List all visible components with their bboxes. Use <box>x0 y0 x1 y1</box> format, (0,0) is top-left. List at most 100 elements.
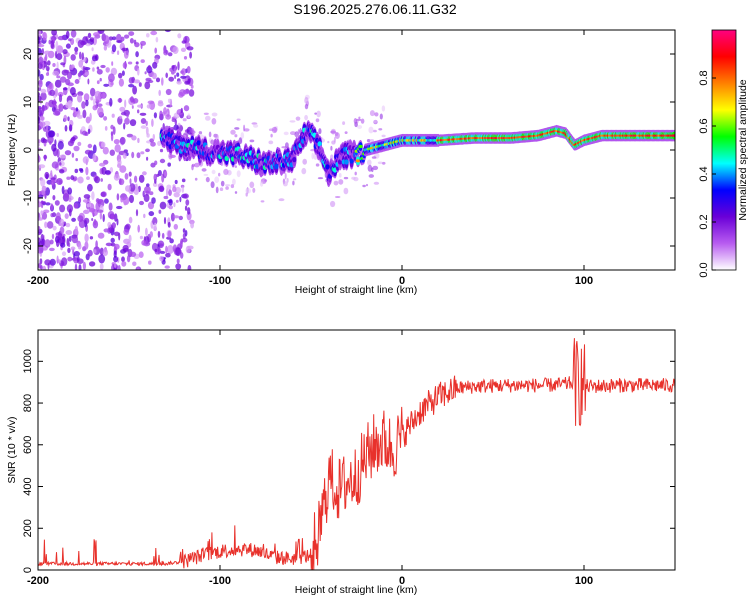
noise-blob <box>81 52 85 61</box>
noise-blob <box>56 178 63 185</box>
noise-blob <box>149 231 153 238</box>
noise-blob <box>304 114 308 121</box>
noise-blob <box>153 112 157 119</box>
noise-blob <box>289 120 296 123</box>
noise-blob <box>163 195 169 200</box>
colorbar-label: Normalized spectral amplitude <box>737 79 749 220</box>
noise-blob <box>230 184 235 189</box>
snr-y-tick-label: 600 <box>22 436 34 454</box>
noise-blob <box>59 204 66 213</box>
noise-blob <box>51 233 55 240</box>
noise-blob <box>122 62 128 69</box>
noise-blob <box>249 139 255 143</box>
noise-blob <box>47 130 55 138</box>
ridge-segment <box>349 158 354 164</box>
noise-blob <box>282 181 288 187</box>
noise-blob <box>381 105 386 112</box>
noise-blob <box>121 261 127 267</box>
noise-blob <box>57 140 64 150</box>
noise-blob <box>38 138 41 144</box>
noise-blob <box>220 180 225 187</box>
noise-blob <box>134 175 138 183</box>
noise-blob <box>95 202 100 212</box>
noise-blob <box>77 141 82 147</box>
noise-blob <box>145 126 149 136</box>
noise-blob <box>150 141 156 147</box>
noise-blob <box>38 47 42 56</box>
noise-blob <box>165 252 171 258</box>
noise-blob <box>59 154 67 159</box>
noise-blob <box>52 225 57 231</box>
noise-blob <box>245 192 248 197</box>
noise-blob <box>137 224 140 233</box>
noise-blob <box>159 250 166 254</box>
noise-blob <box>113 255 119 263</box>
noise-blob <box>152 61 158 69</box>
noise-blob <box>311 152 315 160</box>
noise-blob <box>316 110 321 118</box>
noise-blob <box>61 233 66 237</box>
noise-blob <box>89 37 95 42</box>
noise-blob <box>180 75 187 79</box>
noise-blob <box>154 160 158 166</box>
noise-blob <box>38 87 42 91</box>
noise-blob <box>105 170 111 175</box>
noise-blob <box>184 205 188 211</box>
noise-blob <box>166 184 172 190</box>
noise-blob <box>45 65 50 72</box>
noise-blob <box>67 82 74 87</box>
noise-blob <box>214 176 220 183</box>
snr-frame <box>37 329 676 571</box>
noise-blob <box>225 184 231 187</box>
noise-blob <box>381 134 386 138</box>
noise-blob <box>146 104 152 109</box>
noise-blob <box>253 124 259 128</box>
noise-blob <box>74 51 78 55</box>
noise-blob <box>96 80 100 85</box>
noise-blob <box>368 126 374 134</box>
noise-blob <box>333 180 339 186</box>
noise-blob <box>260 200 265 203</box>
noise-blob <box>176 72 180 77</box>
noise-blob <box>151 118 154 127</box>
noise-blob <box>79 168 84 173</box>
noise-blob <box>69 65 74 70</box>
noise-blob <box>96 209 104 213</box>
noise-blob <box>169 154 176 158</box>
snr-y-label: SNR (10 * v/v) <box>6 416 18 483</box>
noise-blob <box>218 172 221 177</box>
noise-blob <box>113 231 120 237</box>
noise-blob <box>171 65 175 69</box>
colorbar-gradient <box>711 29 737 271</box>
noise-blob <box>54 88 58 97</box>
noise-blob <box>42 265 47 270</box>
noise-blob <box>284 172 287 180</box>
noise-blob <box>41 212 48 220</box>
noise-blob <box>125 223 131 230</box>
noise-blob <box>56 61 59 70</box>
noise-blob <box>270 133 273 138</box>
noise-blob <box>110 132 114 142</box>
noise-blob <box>84 149 92 155</box>
noise-blob <box>48 83 53 90</box>
noise-blob <box>51 161 59 169</box>
noise-blob <box>137 104 143 108</box>
noise-blob <box>142 190 145 198</box>
noise-blob <box>44 221 48 229</box>
noise-blob <box>54 235 60 244</box>
noise-blob <box>168 189 172 197</box>
noise-blob <box>94 90 102 100</box>
noise-blob <box>151 197 156 204</box>
noise-blob <box>146 156 149 161</box>
noise-blob <box>110 213 115 220</box>
noise-blob <box>187 113 191 119</box>
noise-blob <box>166 188 168 197</box>
noise-blob <box>82 109 87 119</box>
noise-blob <box>75 107 79 112</box>
noise-blob <box>105 242 113 247</box>
noise-blob <box>109 149 116 156</box>
noise-blob <box>85 116 91 124</box>
ridge-segment <box>671 134 675 137</box>
noise-blob <box>140 125 147 129</box>
noise-blob <box>338 179 344 185</box>
